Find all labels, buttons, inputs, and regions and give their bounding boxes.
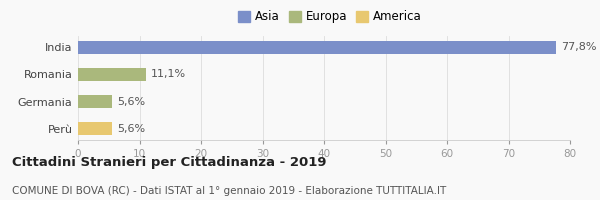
Text: 5,6%: 5,6%: [118, 97, 145, 107]
Text: COMUNE DI BOVA (RC) - Dati ISTAT al 1° gennaio 2019 - Elaborazione TUTTITALIA.IT: COMUNE DI BOVA (RC) - Dati ISTAT al 1° g…: [12, 186, 446, 196]
Text: 11,1%: 11,1%: [151, 69, 187, 79]
Bar: [78, 41, 556, 54]
Text: 77,8%: 77,8%: [562, 42, 597, 52]
Bar: [78, 95, 112, 108]
Bar: [78, 68, 146, 81]
Text: 5,6%: 5,6%: [118, 124, 145, 134]
Text: Cittadini Stranieri per Cittadinanza - 2019: Cittadini Stranieri per Cittadinanza - 2…: [12, 156, 326, 169]
Bar: [78, 122, 112, 135]
Legend: Asia, Europa, America: Asia, Europa, America: [236, 8, 424, 26]
